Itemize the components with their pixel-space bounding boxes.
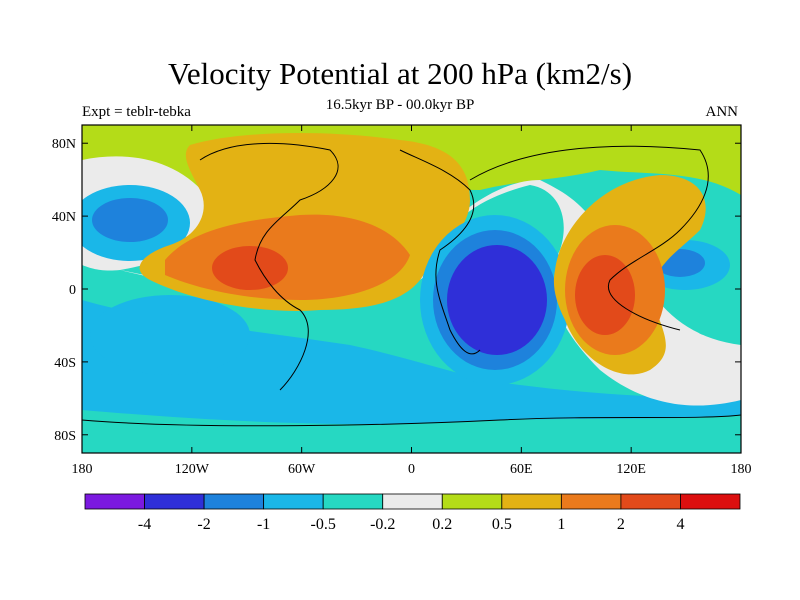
colorbar-label: 4 [676, 516, 684, 533]
lon-axis: 180 120W 60W 0 60E 120E 180 [72, 125, 752, 477]
lat-tick-label: 40S [54, 356, 76, 371]
coastlines [82, 142, 741, 427]
lon-tick-label: 120W [175, 462, 210, 477]
season-label: ANN [705, 104, 739, 120]
lat-tick-label: 40N [52, 210, 76, 225]
experiment-label: Expt = teblr-tebka [82, 104, 191, 120]
colorbar-swatch [144, 493, 205, 510]
coastline-africa [399, 149, 481, 355]
contour-maritime-2-4 [575, 255, 635, 335]
colorbar-swatch [382, 493, 443, 510]
colorbar-label: -0.2 [370, 516, 395, 533]
lon-tick-label: 60E [510, 462, 533, 477]
map-title: Velocity Potential at 200 hPa (km2/s) [167, 56, 633, 91]
contour-central-america-2-4 [212, 246, 288, 290]
contour-spot [695, 315, 715, 335]
lat-tick-label: 0 [69, 283, 76, 298]
contour-indian-inner [447, 245, 547, 355]
lon-tick-label: 0 [408, 462, 415, 477]
lon-tick-label: 180 [72, 462, 93, 477]
colorbar-swatch [203, 493, 265, 510]
lon-tick-label: 180 [731, 462, 752, 477]
lon-tick-label: 60W [288, 462, 316, 477]
lat-axis: 80N 40N 0 40S 80S [52, 137, 741, 444]
contour-npacific-inner [92, 198, 168, 242]
colorbar-label: -4 [138, 516, 151, 533]
coastline-asia [469, 145, 709, 331]
contour-band-antarctic [82, 410, 741, 453]
colorbar-swatch [441, 493, 503, 510]
colorbar-label: 0.5 [492, 516, 512, 533]
colorbar-label: 2 [617, 516, 625, 533]
lon-tick-label: 120E [616, 462, 646, 477]
colorbar-label: -1 [257, 516, 270, 533]
coastline-americas [199, 142, 339, 391]
colorbar-label: 1 [557, 516, 565, 533]
colorbar-swatch [263, 493, 324, 510]
colorbar-swatch [322, 493, 384, 510]
contour-fill [82, 125, 741, 453]
lat-tick-label: 80N [52, 137, 76, 152]
contour-spacific [90, 295, 250, 375]
colorbar-swatch [501, 493, 562, 510]
colorbar-swatch [84, 493, 145, 510]
coastline-antarctica [82, 414, 741, 427]
map-subtitle: 16.5kyr BP - 00.0kyr BP [325, 97, 475, 113]
colorbar-label: -0.5 [311, 516, 336, 533]
colorbar-label: -2 [197, 516, 210, 533]
lat-tick-label: 80S [54, 429, 76, 444]
colorbar-swatch [680, 493, 741, 510]
colorbar: -4 -2 -1 -0.5 -0.2 0.2 0.5 1 2 4 [84, 493, 741, 533]
colorbar-swatch [560, 493, 622, 510]
colorbar-label: 0.2 [432, 516, 452, 533]
colorbar-swatch [620, 493, 681, 510]
